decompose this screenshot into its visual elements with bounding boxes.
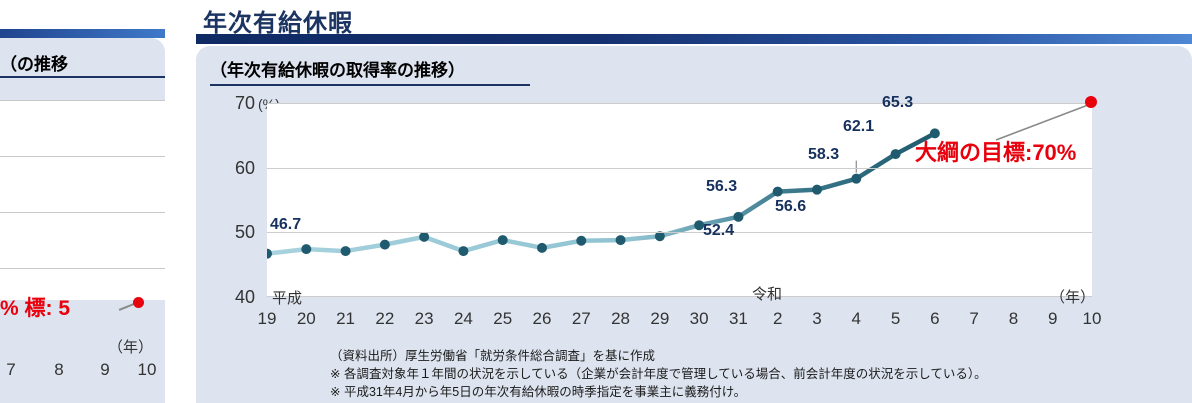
x-axis-unit-label: （年）: [1050, 289, 1096, 306]
x-axis-tick-29: 29: [650, 309, 670, 328]
x-axis-tick-6: 6: [930, 309, 940, 328]
x-axis-tick-3: 3: [812, 309, 822, 328]
left-gridline: [0, 268, 165, 269]
left-panel-subtitle: の推移）: [0, 50, 165, 78]
x-axis-tick-20: 20: [296, 309, 316, 328]
data-label-62-1: 62.1: [843, 118, 875, 135]
footnote-note-1: ※ 各調査対象年１年間の状況を示している（企業が会計年度で管理している場合、前会…: [330, 366, 987, 381]
x-axis-tick-25: 25: [493, 309, 513, 328]
left-gridline: [0, 212, 165, 213]
left-xtick-10: 10: [137, 360, 157, 379]
left-panel-plot-area: [0, 100, 165, 300]
page-title: 年次有給休暇: [203, 10, 353, 37]
x-axis-tick-9: 9: [1047, 309, 1058, 328]
footnotes-block: （資料出所）厚生労働省「就労条件総合調査」を基に作成 ※ 各調査対象年１年間の状…: [330, 348, 987, 401]
x-axis-tick-28: 28: [611, 309, 631, 328]
left-xtick-7: 7: [6, 360, 16, 379]
y-axis-tick-60: 60: [234, 158, 255, 178]
data-label-46-7: 46.7: [270, 216, 302, 233]
target-leader-line: [995, 104, 1089, 141]
left-gridline: [0, 100, 165, 101]
x-axis-tick-31: 31: [728, 309, 748, 328]
era-label-heisei: 平成: [272, 290, 303, 307]
x-axis-tick-10: 10: [1082, 309, 1102, 328]
x-axis-tick-4: 4: [851, 309, 862, 328]
left-year-unit-label: （年）: [108, 339, 154, 356]
era-label-reiwa: 令和: [752, 286, 783, 303]
data-label-65-3: 65.3: [882, 94, 914, 111]
x-axis-tick-5: 5: [890, 309, 901, 328]
left-panel-target-label: 標: 5 %: [0, 297, 71, 320]
y-axis-tick-70: 70: [234, 93, 255, 113]
x-axis-tick-24: 24: [453, 309, 473, 328]
x-axis-tick-19: 19: [257, 309, 277, 328]
x-axis-tick-22: 22: [375, 309, 395, 328]
footnote-source: （資料出所）厚生労働省「就労条件総合調査」を基に作成: [330, 349, 656, 363]
x-axis-tick-27: 27: [571, 309, 591, 328]
left-target-dot-marker: [133, 297, 144, 308]
x-axis-tick-26: 26: [532, 309, 552, 328]
target-dot-marker: [1085, 96, 1097, 108]
gridline-50: [267, 232, 1092, 233]
gridline-40: [267, 296, 1092, 297]
target-annotation-label: 大綱の目標:70%: [915, 140, 1077, 165]
y-axis-tick-40: 40: [234, 287, 255, 307]
data-label-58-3: 58.3: [808, 146, 840, 163]
line-series-chart: [267, 128, 940, 259]
left-xtick-8: 8: [54, 360, 64, 379]
x-axis-tick-8: 8: [1008, 309, 1019, 328]
chart-plot-area: [267, 103, 1092, 297]
y-axis-tick-50: 50: [234, 222, 255, 242]
x-axis-tick-7: 7: [969, 309, 979, 328]
data-label-52-4: 52.4: [703, 222, 735, 239]
gridline-60: [267, 168, 1092, 169]
footnote-note-2: ※ 平成31年4月から年5日の年次有給休暇の時季指定を事業主に義務付け。: [330, 384, 747, 399]
gridline-70: [267, 103, 1092, 104]
x-axis-tick-30: 30: [689, 309, 709, 328]
x-axis-tick-21: 21: [336, 309, 356, 328]
left-xtick-9: 9: [100, 360, 110, 379]
left-panel-accent-bar: [0, 29, 165, 38]
left-gridline: [0, 156, 165, 157]
data-label-56-3: 56.3: [706, 178, 738, 195]
chart-subtitle: （年次有給休暇の取得率の推移）: [210, 56, 530, 86]
data-label-56-6: 56.6: [775, 198, 807, 215]
header-accent-bar: [196, 34, 1192, 44]
x-axis-tick-23: 23: [414, 309, 434, 328]
x-axis-tick-2: 2: [772, 309, 783, 328]
